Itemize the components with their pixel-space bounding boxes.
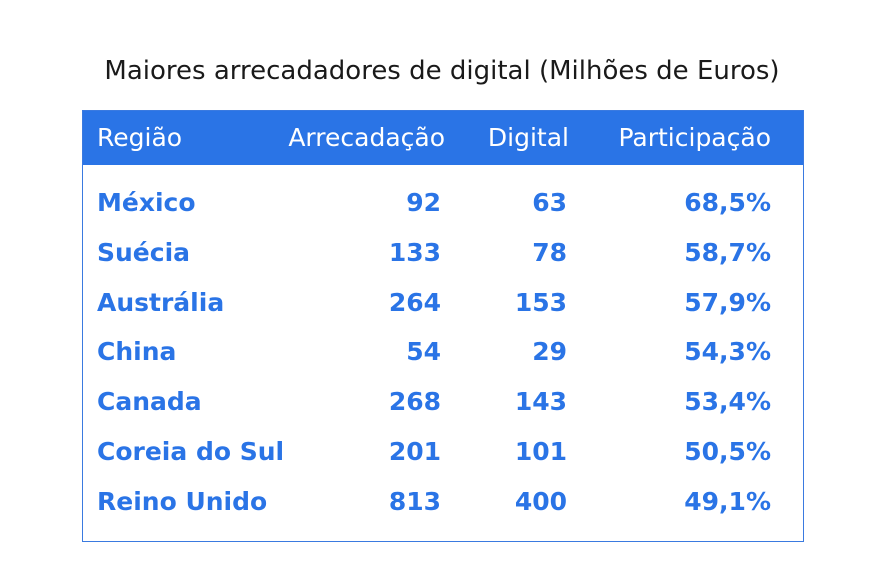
cell-regiao: Reino Unido <box>97 486 268 516</box>
cell-arrecadacao: 133 <box>388 237 441 267</box>
table-header: Região Arrecadação Digital Participação <box>83 111 803 165</box>
cell-arrecadacao: 813 <box>388 486 441 516</box>
table-row: Reino Unido 813 400 49,1% <box>83 487 803 535</box>
cell-digital: 153 <box>514 287 567 317</box>
cell-regiao: Austrália <box>97 287 225 317</box>
cell-participacao: 53,4% <box>684 387 771 417</box>
cell-regiao: México <box>97 188 196 217</box>
cell-regiao: Canada <box>97 387 202 417</box>
cell-digital: 29 <box>532 337 567 367</box>
cell-arrecadacao: 268 <box>388 387 441 417</box>
cell-arrecadacao: 92 <box>406 188 441 217</box>
table-row: Austrália 264 153 57,9% <box>83 288 803 336</box>
cell-participacao: 68,5% <box>684 188 771 217</box>
cell-participacao: 54,3% <box>684 337 771 367</box>
cell-regiao: Coreia do Sul <box>97 437 285 466</box>
cell-participacao: 57,9% <box>684 287 771 317</box>
header-participacao: Participação <box>618 123 771 152</box>
table-row: Coreia do Sul 201 101 50,5% <box>83 437 803 485</box>
table-row: Canada 268 143 53,4% <box>83 387 803 435</box>
table-title: Maiores arrecadadores de digital (Milhõe… <box>104 56 780 86</box>
cell-participacao: 49,1% <box>684 486 771 516</box>
cell-arrecadacao: 264 <box>388 287 441 317</box>
cell-digital: 400 <box>514 486 567 516</box>
cell-digital: 78 <box>532 237 567 267</box>
cell-digital: 143 <box>514 387 567 417</box>
cell-regiao: China <box>97 337 177 367</box>
header-arrecadacao: Arrecadação <box>288 123 445 152</box>
cell-digital: 101 <box>514 437 567 466</box>
cell-arrecadacao: 54 <box>406 337 441 367</box>
cell-arrecadacao: 201 <box>388 437 441 466</box>
cell-regiao: Suécia <box>97 237 191 267</box>
table-row: China 54 29 54,3% <box>83 337 803 385</box>
table-row: México 92 63 68,5% <box>83 188 803 236</box>
header-digital: Digital <box>487 123 569 152</box>
header-regiao: Região <box>97 123 183 152</box>
cell-participacao: 50,5% <box>684 437 771 466</box>
data-table: Região Arrecadação Digital Participação … <box>82 110 804 542</box>
cell-digital: 63 <box>532 188 567 217</box>
table-row: Suécia 133 78 58,7% <box>83 238 803 286</box>
cell-participacao: 58,7% <box>684 237 771 267</box>
